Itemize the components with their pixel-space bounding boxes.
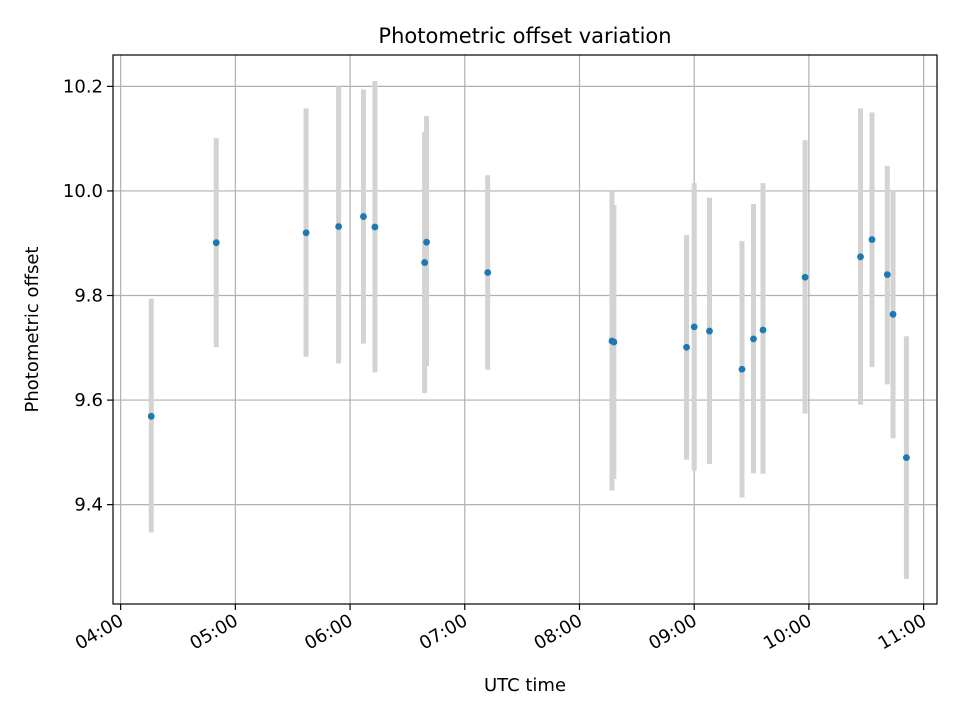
- data-point: [683, 343, 690, 351]
- data-point: [360, 213, 367, 220]
- data-point: [421, 259, 429, 266]
- plot-frame: [112, 54, 938, 605]
- data-point: [610, 338, 618, 346]
- data-point: [423, 238, 430, 246]
- data-point: [903, 454, 910, 461]
- y-axis-title: Photometric offset: [22, 247, 43, 413]
- x-axis-title: UTC time: [484, 675, 566, 696]
- data-point: [706, 327, 713, 335]
- data-point: [750, 335, 757, 343]
- data-point: [759, 326, 767, 334]
- y-tick-label: 9.4: [74, 495, 103, 516]
- data-point: [690, 323, 698, 331]
- data-point: [738, 365, 746, 373]
- data-point: [212, 239, 220, 247]
- data-point: [371, 223, 379, 231]
- chart-title: Photometric offset variation: [378, 24, 671, 48]
- data-point: [857, 253, 864, 261]
- data-point: [801, 273, 809, 281]
- data-point: [889, 310, 897, 318]
- y-tick-label: 10.0: [63, 181, 103, 202]
- y-tick-label: 9.8: [74, 286, 103, 307]
- data-points: [147, 213, 910, 461]
- data-point: [868, 236, 876, 243]
- y-tick-label: 9.6: [74, 390, 103, 411]
- data-point: [335, 223, 342, 230]
- data-point: [484, 269, 492, 276]
- data-point: [147, 412, 155, 420]
- data-point: [302, 229, 310, 237]
- y-tick-label: 10.2: [63, 76, 103, 97]
- data-point: [883, 271, 891, 278]
